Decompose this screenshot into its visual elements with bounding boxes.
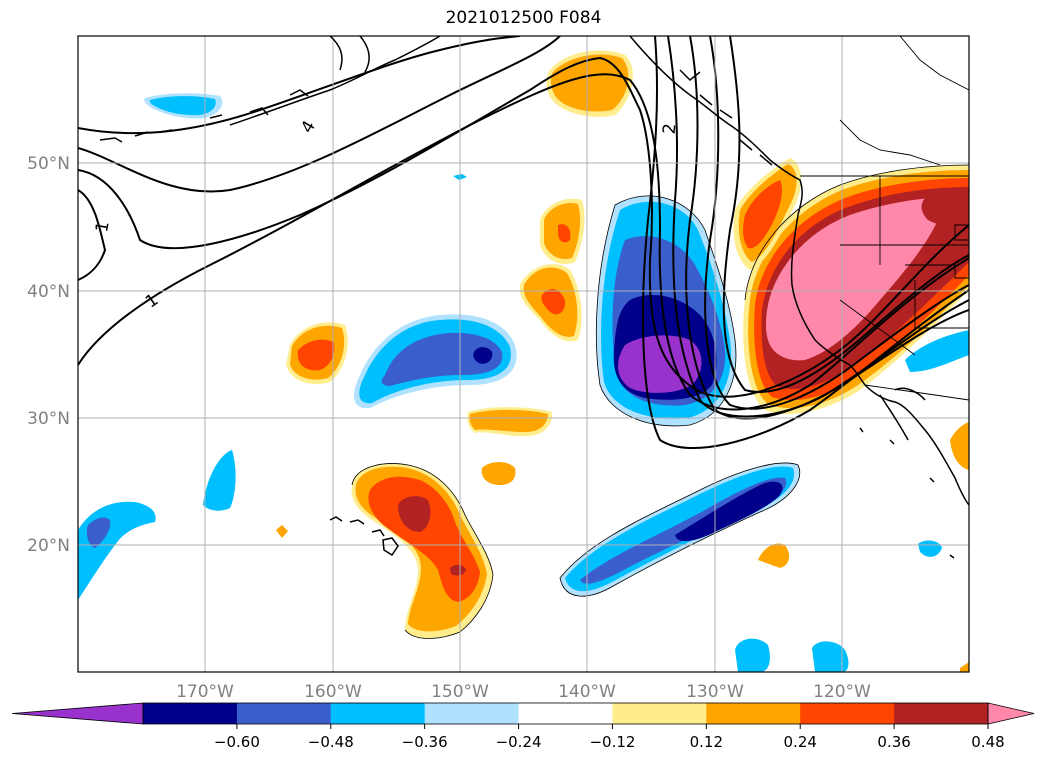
baja-coast bbox=[864, 384, 969, 506]
map-area: 4 1 1 2 bbox=[78, 36, 969, 672]
positive-anomaly-fills bbox=[276, 50, 969, 672]
colorbar-swatch bbox=[236, 703, 332, 724]
bc-coast bbox=[629, 36, 803, 216]
ridge-core bbox=[765, 197, 945, 361]
lat-label: 50°N bbox=[27, 154, 70, 174]
colorbar-tick-label: −0.12 bbox=[589, 733, 635, 751]
graticule bbox=[78, 36, 969, 672]
contour-label: 2 bbox=[660, 122, 681, 135]
lon-label: 130°W bbox=[686, 682, 744, 702]
colorbar-swatch bbox=[706, 703, 801, 724]
colorbar-swatch bbox=[612, 703, 707, 724]
contour-line bbox=[642, 36, 969, 449]
colorbar-swatch bbox=[894, 703, 989, 724]
map-frame bbox=[77, 35, 970, 673]
colorbar-swatch bbox=[518, 703, 613, 724]
colorbar-extend-min bbox=[11, 702, 144, 725]
lon-label: 160°W bbox=[304, 682, 362, 702]
anomaly-outlines bbox=[351, 164, 969, 639]
contour-line bbox=[722, 36, 969, 393]
colorbar-tick-label: 0.12 bbox=[690, 733, 723, 751]
colorbar-tick-label: −0.36 bbox=[402, 733, 448, 751]
us-west-coast bbox=[790, 214, 866, 386]
contour-line bbox=[78, 73, 969, 411]
colorbar-tick-label: 0.36 bbox=[877, 733, 910, 751]
colorbar: −0.60 −0.48 −0.36 −0.24 −0.12 0.12 0.24 0.36 0.4… bbox=[11, 702, 1035, 751]
contour-line bbox=[704, 36, 969, 410]
colorbar-swatch bbox=[143, 703, 238, 724]
borders bbox=[800, 36, 969, 401]
colorbar-extend-max bbox=[987, 702, 1035, 725]
colorbar-frame bbox=[142, 702, 989, 725]
lon-label: 170°W bbox=[176, 682, 234, 702]
hawaii-islands bbox=[329, 516, 399, 557]
lon-label: 120°W bbox=[813, 682, 871, 702]
colorbar-swatch bbox=[800, 703, 895, 724]
lat-label: 40°N bbox=[27, 282, 70, 302]
colorbar-tick-label: −0.24 bbox=[496, 733, 542, 751]
lon-label: 150°W bbox=[431, 682, 489, 702]
contour-line bbox=[78, 56, 969, 398]
colorbar-swatch bbox=[424, 703, 520, 724]
lat-label: 30°N bbox=[27, 409, 70, 429]
lon-label: 140°W bbox=[558, 682, 616, 702]
colorbar-tick-label: 0.48 bbox=[971, 733, 1004, 751]
lon-labels: 170°W 160°W 150°W 140°W 130°W 120°W bbox=[176, 682, 871, 702]
contour-line bbox=[78, 189, 107, 281]
negative-anomaly-fills bbox=[78, 93, 969, 672]
colorbar-tick-label: −0.60 bbox=[214, 733, 260, 751]
lat-labels: 50°N 40°N 30°N 20°N bbox=[27, 154, 70, 556]
colorbar-tick-label: −0.48 bbox=[308, 733, 354, 751]
coastlines bbox=[99, 36, 969, 559]
colorbar-tick-label: 0.24 bbox=[784, 733, 817, 751]
colorbar-swatch bbox=[330, 703, 426, 724]
lat-label: 20°N bbox=[27, 536, 70, 556]
map-title: 2021012500 F084 bbox=[445, 8, 602, 28]
contour-label: 1 bbox=[92, 220, 114, 234]
contour-line bbox=[685, 36, 969, 420]
alaska-coast bbox=[229, 36, 441, 126]
